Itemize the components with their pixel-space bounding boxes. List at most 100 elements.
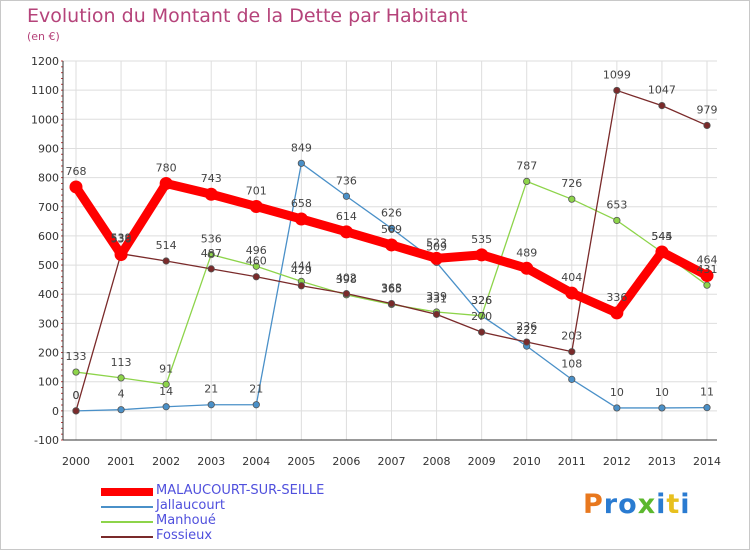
data-point <box>703 121 711 130</box>
data-label: 21 <box>249 383 263 396</box>
data-label: 464 <box>697 254 718 267</box>
logo-letter: r <box>603 489 619 520</box>
data-point <box>252 273 260 281</box>
y-tick-label: 100 <box>38 376 59 389</box>
data-point <box>703 404 711 412</box>
legend-swatch <box>101 521 153 523</box>
x-tick-label: 2001 <box>107 455 135 468</box>
data-label: 431 <box>697 263 718 276</box>
data-point <box>610 306 624 320</box>
data-point <box>565 286 579 300</box>
y-tick-label: 800 <box>38 172 59 185</box>
x-tick-label: 2000 <box>62 455 90 468</box>
data-label: 0 <box>73 389 80 402</box>
data-point <box>613 404 621 412</box>
data-point <box>658 102 666 110</box>
data-point <box>385 238 398 252</box>
data-point <box>478 312 486 320</box>
legend-label: Manhoué <box>156 513 216 528</box>
data-label: 787 <box>516 159 537 172</box>
data-label: 21 <box>204 383 218 396</box>
data-label: 1047 <box>648 84 676 97</box>
x-tick-label: 2011 <box>558 455 586 468</box>
data-point <box>478 328 486 336</box>
data-label: 404 <box>561 271 582 284</box>
data-label: 726 <box>561 177 582 190</box>
x-tick-label: 2014 <box>693 455 721 468</box>
data-label: 487 <box>201 247 222 260</box>
data-label: 365 <box>381 282 402 295</box>
data-label: 489 <box>516 246 537 259</box>
data-label: 14 <box>159 385 173 398</box>
data-point <box>520 261 534 275</box>
data-point <box>475 248 489 262</box>
y-tick-label: 1200 <box>31 55 59 68</box>
y-tick-label: 600 <box>38 230 59 243</box>
data-label: 4 <box>118 388 125 401</box>
logo-letter: i <box>656 489 667 520</box>
data-point <box>613 86 621 95</box>
grid-lines <box>63 60 717 441</box>
data-label: 736 <box>336 174 357 187</box>
data-label: 326 <box>471 294 492 307</box>
data-point <box>613 216 621 225</box>
y-tick-label: 700 <box>38 201 59 214</box>
data-point <box>207 250 215 259</box>
data-label: 653 <box>606 198 627 211</box>
data-point <box>117 374 125 382</box>
data-label: 979 <box>697 103 718 116</box>
data-label: 0 <box>73 389 80 402</box>
data-label: 768 <box>66 165 87 178</box>
y-tick-label: 900 <box>38 142 59 155</box>
data-label: 270 <box>471 310 492 323</box>
data-labels-layer: 0 4 14 21 21 849 736 626 509 326 222 108 10 10 11 133 11… <box>66 68 718 401</box>
data-label: 10 <box>655 386 669 399</box>
proxiti-logo: Proxiti <box>583 489 691 520</box>
data-label: 203 <box>561 330 582 343</box>
data-label: 368 <box>381 282 402 295</box>
data-point <box>72 407 80 415</box>
data-label: 614 <box>336 210 357 223</box>
x-tick-label: 2007 <box>378 455 406 468</box>
data-point <box>523 338 531 346</box>
data-point <box>162 380 170 388</box>
data-label: 113 <box>111 356 132 369</box>
data-label: 523 <box>426 236 447 249</box>
y-tick-label: 1000 <box>31 113 59 126</box>
y-tick-label: 0 <box>52 405 59 418</box>
data-point <box>297 282 305 290</box>
series-layer <box>69 86 714 415</box>
data-label: 780 <box>156 161 177 174</box>
legend-label: MALAUCOURT-SUR-SEILLE <box>156 483 325 498</box>
data-label: 535 <box>471 233 492 246</box>
data-point <box>339 225 353 239</box>
data-label: 402 <box>336 272 357 285</box>
data-label: 339 <box>426 290 447 303</box>
x-tick-label: 2003 <box>197 455 225 468</box>
x-tick-label: 2008 <box>423 455 451 468</box>
data-point <box>294 212 308 226</box>
data-point <box>72 368 80 376</box>
data-point <box>114 248 128 262</box>
data-label: 544 <box>651 230 672 243</box>
data-point <box>430 251 444 265</box>
data-label: 496 <box>246 244 267 257</box>
data-label: 460 <box>246 255 267 268</box>
data-point <box>342 192 351 200</box>
data-point <box>69 180 83 194</box>
data-point <box>207 265 215 273</box>
x-tick-label: 2005 <box>287 455 315 468</box>
data-point <box>568 375 576 383</box>
data-label: 1099 <box>603 68 631 81</box>
y-tick-label: 500 <box>38 259 59 272</box>
data-point <box>700 269 714 283</box>
y-tick-label: 1100 <box>31 84 59 97</box>
data-point <box>703 281 711 289</box>
y-tick-label: 200 <box>38 347 59 360</box>
legend-swatch <box>101 536 153 538</box>
data-point <box>252 401 260 409</box>
data-label: 536 <box>111 233 132 246</box>
data-label: 326 <box>471 294 492 307</box>
data-point <box>204 187 218 201</box>
x-tick-label: 2013 <box>648 455 676 468</box>
